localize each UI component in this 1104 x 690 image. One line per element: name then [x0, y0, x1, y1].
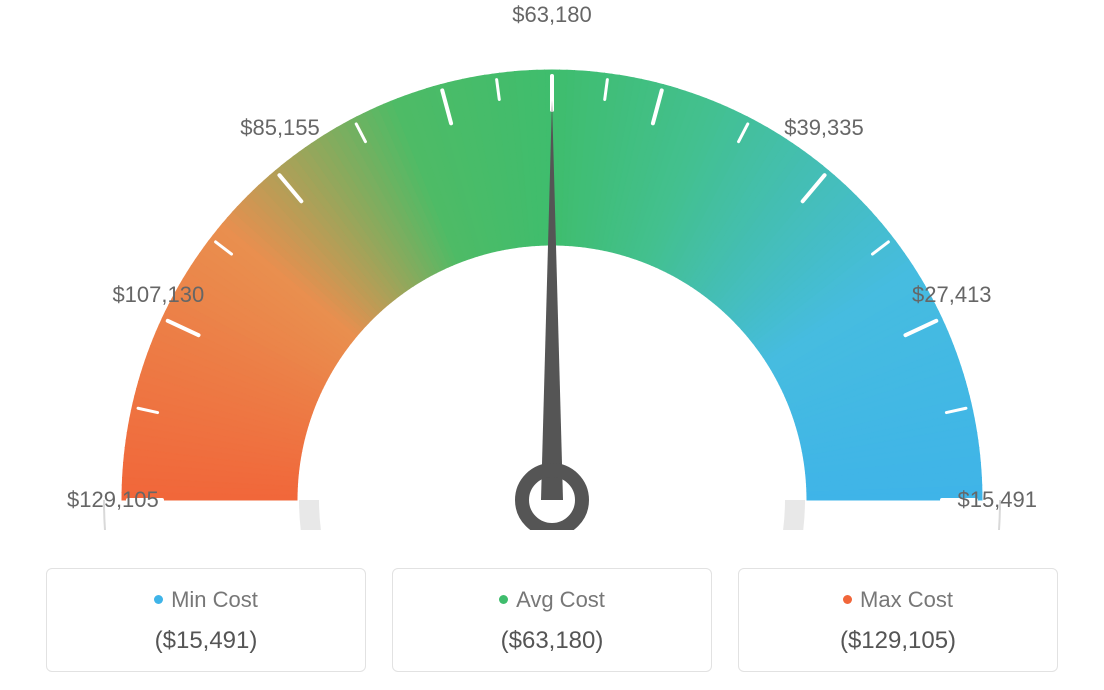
dot-icon: [499, 595, 508, 604]
legend-min-value: ($15,491): [47, 627, 365, 655]
gauge-scale-label: $63,180: [512, 2, 592, 28]
dot-icon: [154, 595, 163, 604]
legend-row: Min Cost ($15,491) Avg Cost ($63,180) Ma…: [0, 568, 1104, 672]
legend-avg-label: Avg Cost: [393, 587, 711, 613]
legend-min-label: Min Cost: [47, 587, 365, 613]
gauge-scale-label: $15,491: [957, 487, 1037, 513]
dot-icon: [843, 595, 852, 604]
gauge-scale-label: $39,335: [784, 115, 864, 141]
gauge-scale-label: $85,155: [240, 115, 320, 141]
legend-avg-label-text: Avg Cost: [516, 587, 605, 612]
legend-card-min: Min Cost ($15,491): [46, 568, 366, 672]
legend-max-value: ($129,105): [739, 627, 1057, 655]
gauge-scale-label: $107,130: [112, 282, 204, 308]
gauge-svg: [0, 0, 1104, 530]
gauge-scale-label: $129,105: [67, 487, 159, 513]
legend-card-avg: Avg Cost ($63,180): [392, 568, 712, 672]
legend-max-label-text: Max Cost: [860, 587, 953, 612]
gauge-scale-label: $27,413: [912, 282, 992, 308]
gauge-chart: $15,491 $27,413 $39,335 $63,180 $85,155 $107,…: [0, 0, 1104, 530]
legend-avg-value: ($63,180): [393, 627, 711, 655]
legend-card-max: Max Cost ($129,105): [738, 568, 1058, 672]
legend-min-label-text: Min Cost: [171, 587, 258, 612]
legend-max-label: Max Cost: [739, 587, 1057, 613]
